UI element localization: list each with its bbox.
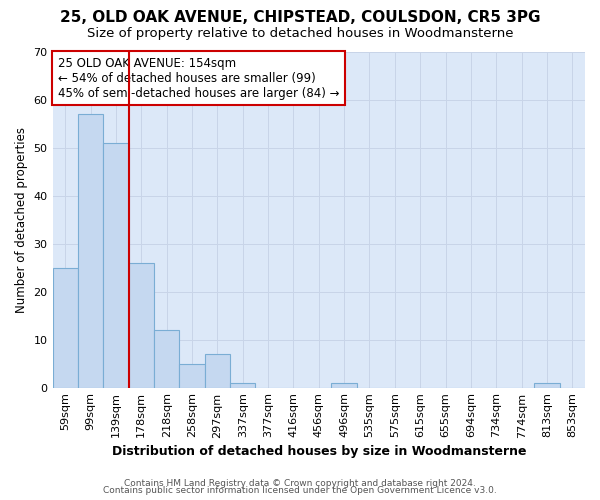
Bar (103, 142, 128, 388)
Bar (154, 330, 179, 388)
Bar (205, 354, 230, 388)
Bar (128, 262, 154, 388)
Bar (78, 114, 103, 388)
Y-axis label: Number of detached properties: Number of detached properties (15, 126, 28, 312)
Text: 25 OLD OAK AVENUE: 154sqm
← 54% of detached houses are smaller (99)
45% of semi-: 25 OLD OAK AVENUE: 154sqm ← 54% of detac… (58, 56, 340, 100)
Text: Contains public sector information licensed under the Open Government Licence v3: Contains public sector information licen… (103, 486, 497, 495)
Bar (179, 364, 205, 388)
Bar (331, 383, 357, 388)
Text: Size of property relative to detached houses in Woodmansterne: Size of property relative to detached ho… (87, 28, 513, 40)
Text: 25, OLD OAK AVENUE, CHIPSTEAD, COULSDON, CR5 3PG: 25, OLD OAK AVENUE, CHIPSTEAD, COULSDON,… (60, 10, 540, 25)
Text: Contains HM Land Registry data © Crown copyright and database right 2024.: Contains HM Land Registry data © Crown c… (124, 478, 476, 488)
Bar (53, 268, 78, 388)
X-axis label: Distribution of detached houses by size in Woodmansterne: Distribution of detached houses by size … (112, 444, 526, 458)
Bar (534, 383, 560, 388)
Bar (230, 383, 256, 388)
